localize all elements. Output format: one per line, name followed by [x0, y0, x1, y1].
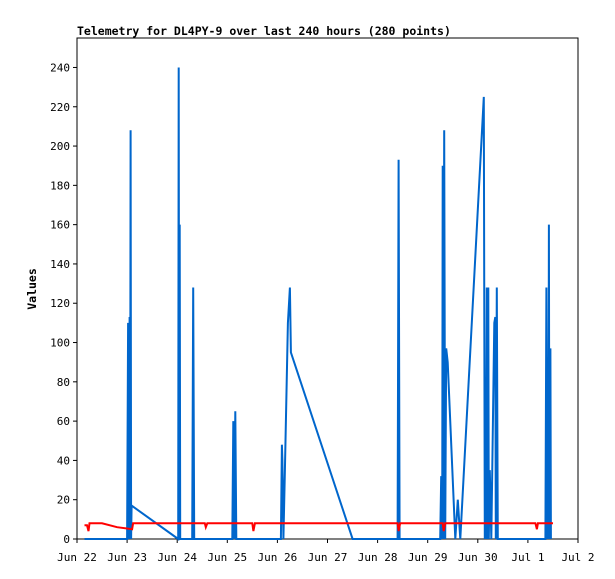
y-tick-label: 180 — [50, 179, 70, 192]
y-tick-label: 100 — [50, 337, 70, 350]
x-tick-label: Jun 30 — [458, 551, 498, 564]
x-tick-label: Jun 24 — [157, 551, 197, 564]
y-tick-label: 20 — [57, 494, 70, 507]
x-tick-label: Jun 22 — [57, 551, 97, 564]
x-tick-label: Jun 23 — [107, 551, 147, 564]
y-tick-label: 240 — [50, 61, 70, 74]
chart-title: Telemetry for DL4PY-9 over last 240 hour… — [77, 24, 451, 38]
y-tick-label: 140 — [50, 258, 70, 271]
y-axis-label: Values — [25, 268, 39, 310]
y-tick-label: 0 — [63, 533, 70, 546]
y-tick-label: 220 — [50, 101, 70, 114]
x-tick-label: Jun 28 — [358, 551, 398, 564]
series-layer — [84, 67, 553, 541]
x-tick-label: Jul 2 — [561, 551, 594, 564]
x-tick-label: Jun 29 — [408, 551, 448, 564]
y-tick-label: 80 — [57, 376, 70, 389]
series-line-1 — [84, 67, 552, 541]
x-tick-label: Jun 26 — [258, 551, 298, 564]
x-tick-label: Jul 1 — [511, 551, 544, 564]
y-tick-label: 40 — [57, 454, 70, 467]
x-tick-label: Jun 27 — [308, 551, 348, 564]
y-tick-label: 60 — [57, 415, 70, 428]
series-line-2 — [84, 522, 553, 532]
axes: 0 20 40 60 80 100 120 140 160 180 200 220 240 Jun 22 J… — [50, 61, 594, 564]
x-tick-label: Jun 25 — [207, 551, 247, 564]
y-tick-label: 200 — [50, 140, 70, 153]
y-tick-label: 160 — [50, 219, 70, 232]
y-tick-label: 120 — [50, 297, 70, 310]
